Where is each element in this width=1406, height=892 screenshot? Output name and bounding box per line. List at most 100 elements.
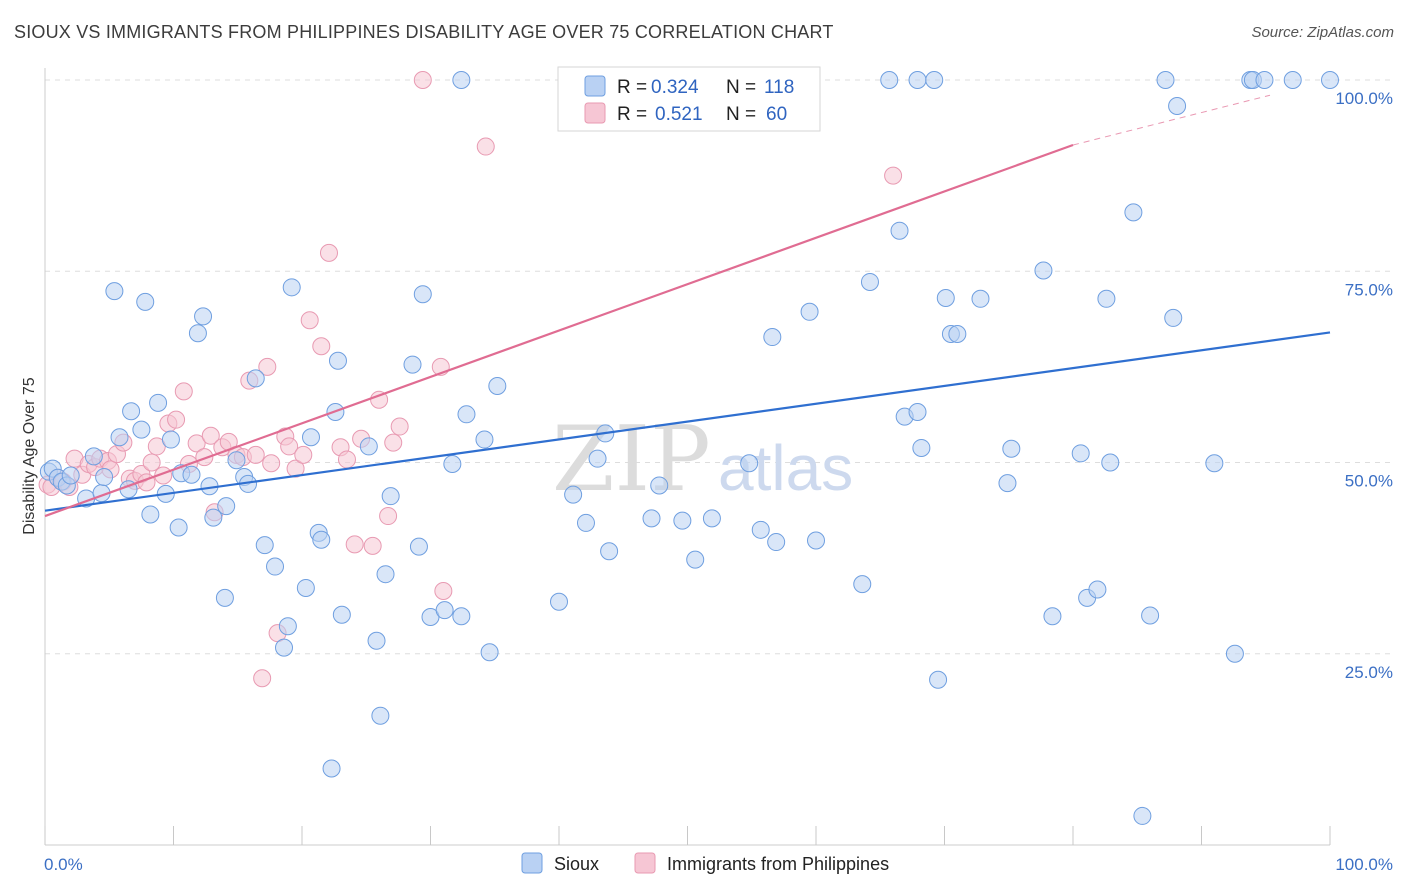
point-sioux	[328, 351, 347, 370]
point-sioux	[1156, 71, 1175, 89]
bottom-legend-swatch-phil	[634, 852, 656, 874]
legend-n-value-2: 60	[766, 104, 787, 125]
point-sioux	[929, 670, 948, 689]
point-sioux	[296, 578, 315, 597]
legend-r-label-2: R =	[617, 104, 647, 125]
point-sioux	[161, 430, 180, 449]
chart-title: SIOUX VS IMMIGRANTS FROM PHILIPPINES DIS…	[14, 22, 834, 42]
y-tick-label: 50.0%	[1345, 472, 1393, 491]
legend-n-label-2: N =	[726, 104, 756, 125]
source-label: Source: ZipAtlas.com	[1251, 24, 1394, 41]
y-tick-label: 25.0%	[1345, 663, 1393, 682]
point-sioux	[600, 542, 619, 561]
point-sioux	[182, 465, 201, 484]
point-sioux	[1101, 453, 1120, 472]
point-sioux	[1097, 289, 1116, 308]
point-sioux	[588, 449, 607, 468]
point-phil	[390, 417, 409, 436]
point-phil	[413, 71, 432, 89]
legend-r-value-1: 0.324	[651, 77, 699, 98]
axes	[44, 68, 1331, 846]
point-sioux	[217, 497, 236, 516]
point-phil	[253, 669, 272, 688]
gridlines	[45, 79, 1395, 655]
point-phil	[312, 337, 331, 356]
y-tick-labels: 25.0% 50.0% 75.0% 100.0%	[1335, 89, 1393, 682]
point-sioux	[686, 550, 705, 569]
point-sioux	[751, 520, 770, 539]
y-tick-label: 75.0%	[1345, 280, 1393, 299]
point-phil	[286, 459, 305, 478]
point-phil	[195, 448, 214, 467]
point-phil	[174, 382, 193, 401]
point-sioux	[807, 531, 825, 550]
legend-swatch-phil	[584, 102, 606, 124]
point-sioux	[908, 403, 927, 422]
point-sioux	[443, 455, 462, 474]
point-phil	[258, 357, 277, 376]
bottom-legend-label-phil: Immigrants from Philippines	[667, 854, 889, 874]
point-sioux	[149, 393, 168, 412]
point-sioux	[1071, 444, 1090, 463]
trend-line-phil	[44, 143, 1074, 518]
point-sioux	[110, 428, 129, 447]
point-sioux	[998, 474, 1017, 493]
point-sioux	[1255, 71, 1274, 89]
point-phil	[167, 410, 186, 429]
watermark-atlas: atlas	[718, 432, 853, 504]
bottom-legend: Sioux Immigrants from Philippines	[521, 852, 889, 874]
point-sioux	[1283, 71, 1302, 89]
point-sioux	[84, 447, 103, 466]
point-sioux	[61, 466, 80, 485]
point-sioux	[275, 638, 294, 657]
point-sioux	[650, 476, 669, 495]
point-sioux	[576, 513, 595, 532]
point-sioux	[763, 328, 782, 347]
point-sioux	[1002, 439, 1021, 458]
point-sioux	[673, 511, 692, 530]
point-sioux	[948, 324, 967, 343]
legend-n-value-1: 118	[764, 77, 794, 98]
point-sioux	[702, 509, 721, 528]
point-sioux	[122, 402, 141, 421]
point-sioux	[1168, 97, 1187, 116]
point-sioux	[853, 575, 872, 594]
point-sioux	[227, 451, 246, 470]
point-sioux	[1141, 606, 1160, 625]
legend: R = 0.324 N = 118 R = 0.521 N = 60	[557, 66, 821, 132]
point-sioux	[860, 272, 879, 291]
trend-line-sioux	[44, 331, 1331, 512]
point-sioux	[413, 285, 432, 304]
point-sioux	[381, 487, 400, 506]
point-sioux	[215, 588, 234, 607]
legend-r-value-2: 0.521	[655, 104, 703, 125]
y-axis-label: Disability Age Over 75	[21, 377, 38, 535]
point-sioux	[1205, 454, 1224, 473]
point-sioux	[475, 430, 494, 449]
point-phil	[142, 453, 161, 472]
point-sioux	[452, 71, 471, 89]
bottom-legend-swatch-sioux	[521, 852, 543, 874]
point-sioux	[1088, 580, 1107, 599]
point-sioux	[246, 369, 265, 388]
point-sioux	[936, 289, 955, 308]
point-phil	[884, 166, 903, 185]
point-sioux	[403, 355, 422, 374]
point-sioux	[95, 468, 114, 487]
point-sioux	[925, 71, 944, 89]
bottom-legend-label-sioux: Sioux	[554, 854, 599, 874]
point-sioux	[322, 759, 341, 778]
point-sioux	[1133, 806, 1152, 825]
point-sioux	[1124, 203, 1143, 222]
point-sioux	[564, 485, 583, 504]
point-phil	[476, 137, 495, 156]
point-sioux	[767, 533, 786, 552]
point-sioux	[452, 607, 471, 626]
point-sioux	[141, 505, 160, 524]
point-sioux	[912, 438, 931, 457]
point-sioux	[642, 509, 661, 528]
point-sioux	[457, 405, 476, 424]
point-sioux	[105, 282, 124, 301]
point-sioux	[800, 302, 819, 321]
